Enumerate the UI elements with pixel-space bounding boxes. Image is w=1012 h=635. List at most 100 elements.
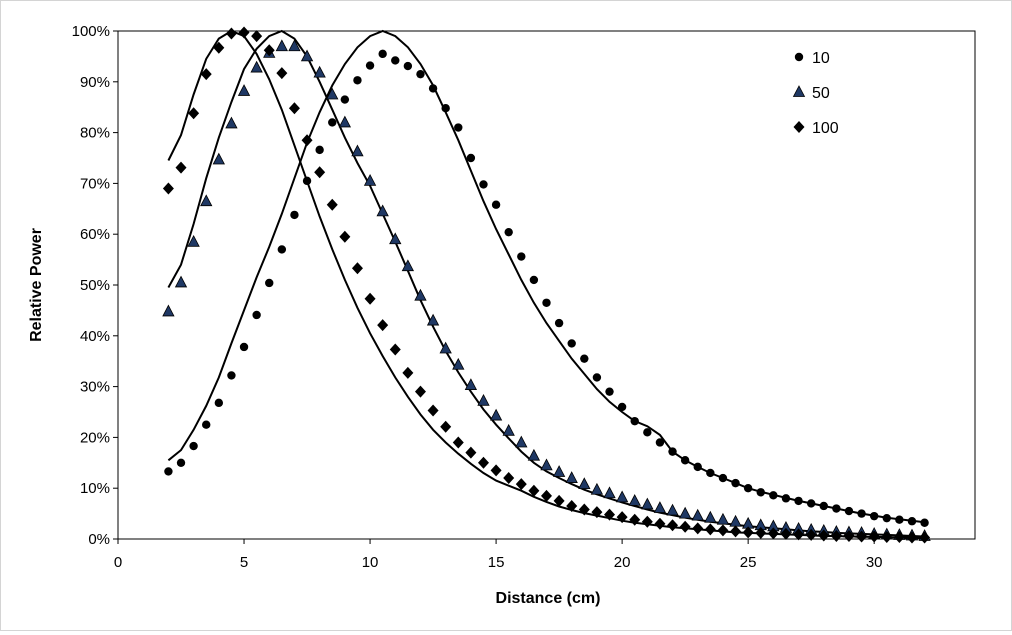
data-point-50 [502, 423, 515, 436]
data-point-50 [200, 194, 213, 207]
x-tick-label: 0 [114, 554, 122, 571]
data-point-10 [340, 95, 350, 104]
data-point-50 [162, 304, 175, 317]
data-point-100 [440, 420, 452, 433]
y-tick-label: 90% [80, 74, 110, 91]
data-point-10 [328, 118, 337, 127]
x-axis-ticks: 0 5 10 15 20 25 30 [114, 539, 883, 571]
data-point-10 [466, 153, 476, 163]
data-point-10 [315, 145, 324, 155]
y-tick-label: 40% [80, 328, 110, 345]
data-point-10 [164, 467, 173, 476]
data-point-10 [214, 398, 224, 408]
x-tick-label: 5 [240, 554, 248, 571]
data-point-10 [756, 488, 765, 497]
data-point-50 [363, 173, 377, 186]
data-point-100 [515, 478, 527, 491]
data-point-10 [806, 499, 816, 508]
data-point-10 [895, 515, 904, 524]
data-point-100 [692, 522, 704, 535]
x-tick-label: 30 [866, 554, 883, 571]
data-point-50 [691, 508, 704, 521]
data-point-100 [251, 30, 263, 43]
data-point-10 [693, 462, 702, 472]
data-point-100 [162, 182, 174, 195]
data-point-10 [554, 318, 564, 328]
y-tick-label: 70% [80, 175, 110, 192]
data-point-100 [200, 68, 212, 81]
data-point-10 [227, 371, 236, 380]
data-point-100 [402, 366, 414, 379]
data-point-50 [578, 477, 591, 490]
data-point-50 [439, 341, 452, 354]
data-point-10 [176, 458, 186, 467]
data-point-100 [856, 530, 868, 543]
data-point-100 [389, 343, 401, 356]
data-point-10 [252, 310, 261, 320]
data-point-50 [527, 448, 541, 461]
data-point-10 [844, 506, 854, 516]
data-point-100 [188, 107, 200, 120]
data-point-100 [263, 44, 275, 57]
data-point-100 [893, 530, 905, 543]
data-point-100 [364, 292, 376, 305]
data-point-10 [731, 478, 740, 488]
data-point-50 [540, 458, 553, 471]
data-point-10 [277, 245, 287, 254]
y-tick-label: 50% [80, 277, 110, 294]
data-point-50 [225, 116, 238, 129]
data-point-100 [654, 517, 666, 530]
data-point-10 [580, 354, 589, 363]
data-point-100 [767, 527, 779, 540]
y-tick-label: 100% [72, 23, 110, 40]
data-point-100 [225, 27, 237, 40]
data-point-50 [628, 494, 641, 506]
data-point-100 [427, 404, 439, 417]
data-point-50 [174, 275, 188, 288]
data-point-10 [403, 61, 413, 71]
data-point-50 [603, 486, 616, 499]
data-point-10 [441, 104, 450, 113]
x-axis-title: Distance (cm) [496, 590, 601, 607]
data-point-100 [616, 511, 628, 524]
data-point-50 [376, 204, 389, 217]
data-point-10 [239, 342, 249, 352]
data-point-10 [680, 456, 690, 465]
legend-label-50: 50 [812, 85, 830, 102]
data-point-100 [818, 529, 830, 542]
data-point-50 [452, 357, 465, 370]
data-point-50 [275, 39, 288, 52]
data-point-50 [426, 313, 440, 326]
data-point-100 [175, 161, 187, 174]
data-point-50 [641, 497, 654, 510]
data-point-50 [678, 506, 692, 519]
data-point-10 [504, 227, 513, 237]
legend-marker-10 [794, 52, 804, 62]
data-point-50 [288, 39, 301, 52]
data-point-10 [567, 339, 576, 348]
data-point-100 [452, 436, 464, 449]
data-point-10 [617, 402, 627, 412]
data-point-100 [326, 198, 338, 211]
data-point-100 [578, 503, 590, 516]
plot-area [117, 30, 976, 540]
data-point-10 [743, 484, 753, 493]
data-point-50 [489, 408, 503, 421]
data-point-10 [857, 509, 866, 518]
data-point-100 [477, 456, 489, 469]
data-point-100 [881, 530, 893, 543]
data-point-50 [464, 378, 478, 390]
data-point-100 [604, 508, 616, 521]
y-tick-label: 80% [80, 125, 110, 142]
data-point-10 [517, 252, 526, 261]
data-point-100 [730, 525, 742, 538]
y-tick-label: 30% [80, 379, 110, 396]
data-point-10 [529, 275, 539, 285]
data-point-10 [630, 416, 639, 426]
data-point-100 [541, 489, 552, 502]
data-point-100 [717, 524, 729, 537]
data-point-10 [655, 438, 665, 447]
data-point-10 [189, 441, 198, 451]
data-point-10 [832, 504, 841, 513]
